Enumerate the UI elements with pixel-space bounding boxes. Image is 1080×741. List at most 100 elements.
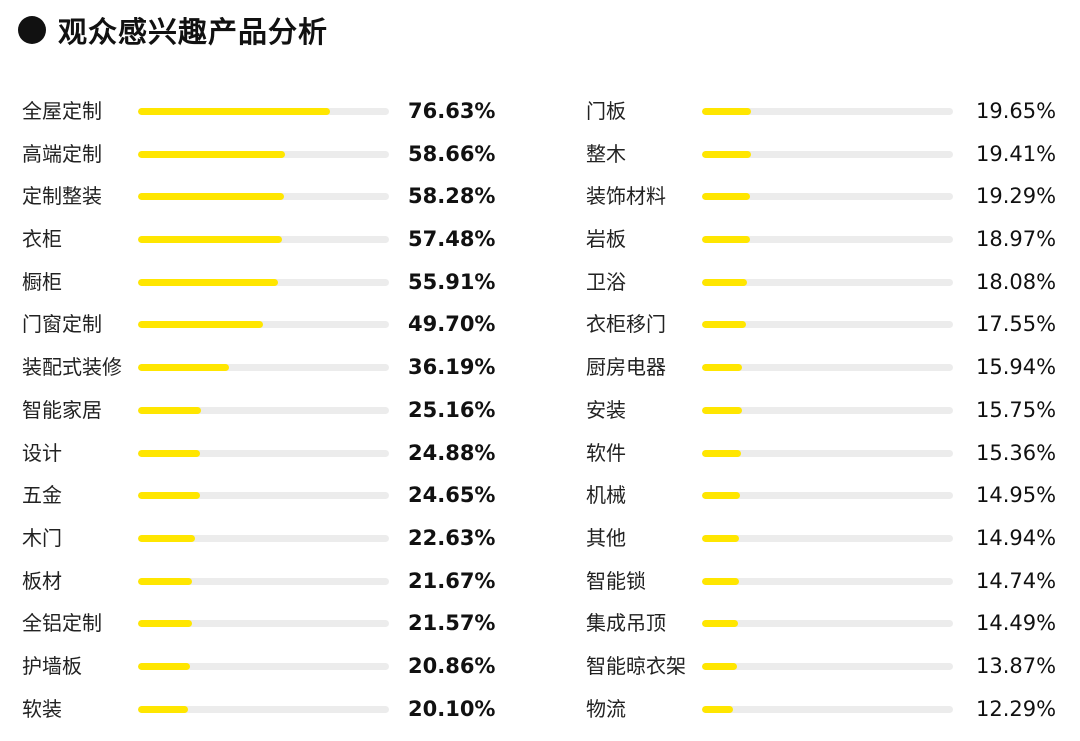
bar-value-label: 14.94% [976, 525, 1057, 550]
bar-row: 软装 20.10% [22, 688, 542, 731]
bar-fill [138, 662, 191, 670]
bar-track [702, 278, 953, 286]
bar-label: 衣柜 [22, 227, 62, 252]
bar-value-label: 36.19% [408, 355, 496, 380]
bar-value-label: 49.70% [408, 312, 496, 337]
bar-row: 板材 21.67% [22, 560, 542, 603]
bar-fill [138, 449, 201, 457]
bar-fill [138, 705, 189, 713]
bar-row: 定制整装 58.28% [22, 175, 542, 218]
bar-value-label: 24.88% [408, 440, 496, 465]
bar-fill [702, 364, 742, 372]
chart-header: 观众感兴趣产品分析 [18, 12, 328, 49]
bar-value-label: 18.08% [976, 269, 1057, 294]
bar-label: 木门 [22, 525, 62, 550]
bar-track [138, 620, 389, 628]
bar-track [138, 278, 389, 286]
bar-label: 衣柜移门 [586, 312, 666, 337]
bar-value-label: 25.16% [408, 397, 496, 422]
bar-fill [702, 236, 750, 244]
bar-fill [702, 449, 741, 457]
bar-label: 板材 [22, 568, 62, 593]
bar-row: 设计 24.88% [22, 432, 542, 475]
bar-row: 集成吊顶 14.49% [586, 602, 1080, 645]
bar-track [702, 321, 953, 329]
bar-label: 定制整装 [22, 184, 102, 209]
bar-row: 机械 14.95% [586, 474, 1080, 517]
bar-track [702, 150, 953, 158]
bar-label: 集成吊顶 [586, 611, 666, 636]
bar-track [702, 364, 953, 372]
bar-label: 全屋定制 [22, 99, 102, 123]
bar-track [138, 406, 389, 414]
bar-row: 高端定制 58.66% [22, 133, 542, 176]
bar-value-label: 13.87% [976, 653, 1057, 678]
bar-label: 整木 [586, 141, 626, 166]
bar-column-right: 门板 19.65% 整木 19.41% 装饰材料 19.29% 岩板 18.97% 卫浴 18.0… [586, 90, 1080, 730]
bar-label: 其他 [586, 525, 626, 550]
bar-value-label: 15.94% [976, 355, 1057, 380]
bar-row: 橱柜 55.91% [22, 261, 542, 304]
bar-fill [702, 278, 748, 286]
bar-fill [138, 236, 283, 244]
bar-label: 五金 [22, 483, 62, 508]
bar-track [702, 662, 953, 670]
bar-row: 卫浴 18.08% [586, 261, 1080, 304]
bar-row: 装饰材料 19.29% [586, 175, 1080, 218]
bar-value-label: 76.63% [408, 99, 496, 123]
bar-fill [702, 534, 740, 542]
bar-label: 全铝定制 [22, 611, 102, 636]
bar-row: 衣柜 57.48% [22, 218, 542, 261]
bar-track [702, 577, 953, 585]
bar-label: 橱柜 [22, 269, 62, 294]
bar-label: 智能晾衣架 [586, 653, 686, 678]
bar-row: 门板 19.65% [586, 90, 1080, 133]
bar-label: 物流 [586, 696, 626, 721]
bar-fill [138, 620, 193, 628]
bar-track [138, 150, 389, 158]
bar-track [138, 236, 389, 244]
bar-value-label: 20.10% [408, 696, 496, 721]
bar-row: 整木 19.41% [586, 133, 1080, 176]
bar-column-left: 全屋定制 76.63% 高端定制 58.66% 定制整装 58.28% 衣柜 57.48% 橱柜… [22, 90, 542, 730]
bar-value-label: 58.28% [408, 184, 496, 209]
bar-value-label: 19.65% [976, 99, 1057, 123]
bar-fill [702, 321, 747, 329]
bar-value-label: 17.55% [976, 312, 1057, 337]
bar-fill [138, 492, 200, 500]
bar-value-label: 19.29% [976, 184, 1057, 209]
bar-track [702, 406, 953, 414]
bar-fill [702, 150, 751, 158]
bar-row: 智能锁 14.74% [586, 560, 1080, 603]
bar-track [138, 534, 389, 542]
bar-value-label: 14.74% [976, 568, 1057, 593]
bar-value-label: 55.91% [408, 269, 496, 294]
bar-label: 智能锁 [586, 568, 646, 593]
bar-fill [138, 364, 229, 372]
bar-row: 衣柜移门 17.55% [586, 303, 1080, 346]
bar-label: 卫浴 [586, 269, 626, 294]
bar-row: 智能晾衣架 13.87% [586, 645, 1080, 688]
bar-label: 软装 [22, 696, 62, 721]
bar-label: 软件 [586, 440, 626, 465]
bar-value-label: 24.65% [408, 483, 496, 508]
bar-label: 护墙板 [22, 653, 82, 678]
bar-label: 安装 [586, 397, 626, 422]
bar-fill [138, 577, 193, 585]
bar-track [138, 108, 389, 115]
bar-value-label: 19.41% [976, 141, 1057, 166]
bar-value-label: 58.66% [408, 141, 496, 166]
bar-label: 门板 [586, 99, 626, 123]
bar-track [702, 236, 953, 244]
bar-value-label: 21.57% [408, 611, 496, 636]
bar-fill [702, 193, 751, 201]
bar-value-label: 15.75% [976, 397, 1057, 422]
bar-fill [702, 705, 733, 713]
bar-label: 装饰材料 [586, 184, 666, 209]
bar-track [702, 449, 953, 457]
bar-fill [138, 108, 331, 115]
bar-track [702, 193, 953, 201]
bar-fill [138, 321, 263, 329]
bar-label: 厨房电器 [586, 355, 666, 380]
bar-row: 软件 15.36% [586, 432, 1080, 475]
